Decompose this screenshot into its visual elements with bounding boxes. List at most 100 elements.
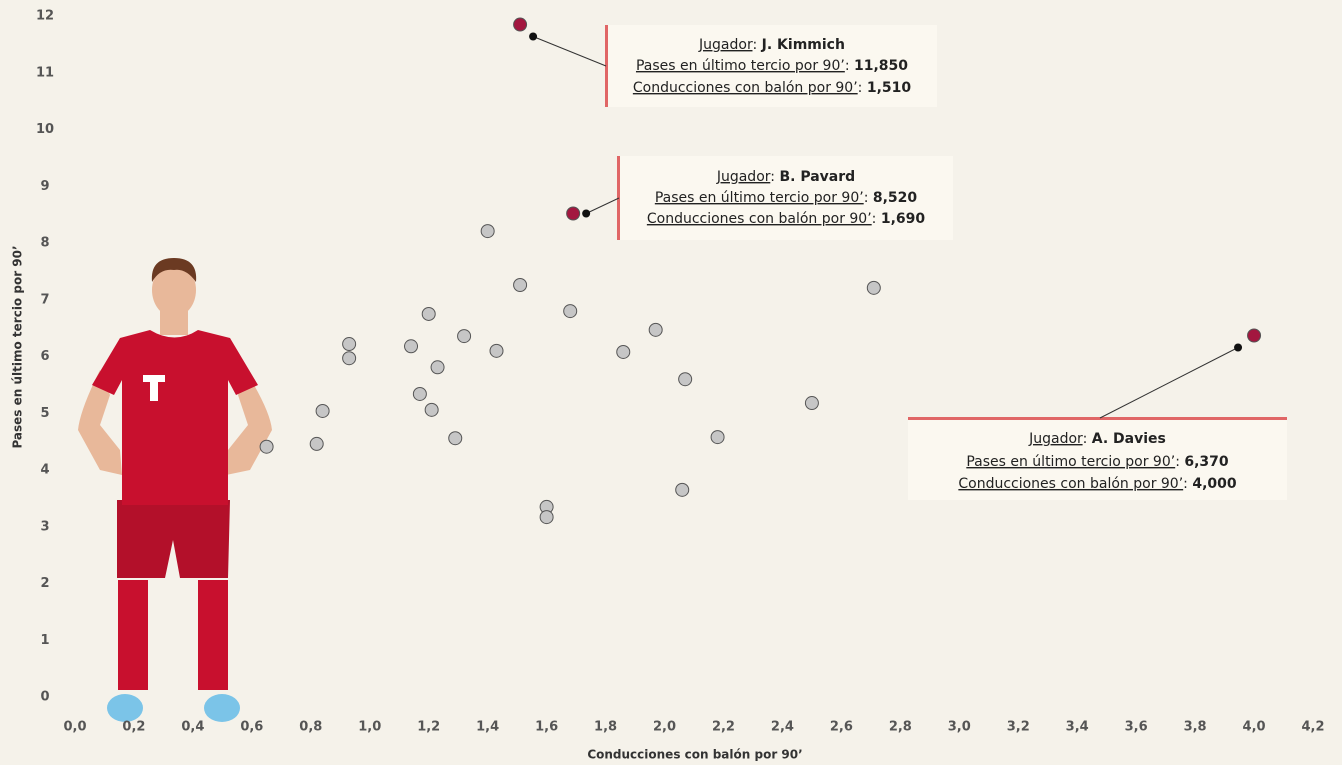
point (480, 224, 495, 239)
leader-dot (582, 209, 591, 218)
y-tick-label: 5 (40, 406, 49, 421)
annotation-separator: : (770, 169, 779, 185)
annotation-key: Conducciones con balón por 90’ (647, 211, 872, 227)
point (710, 430, 725, 445)
annotation-value: 8,520 (873, 190, 918, 206)
annotation-box (908, 418, 1287, 500)
annotation-key: Pases en último tercio por 90’ (655, 190, 864, 206)
annotation-key: Jugador (716, 169, 771, 185)
annotation: Jugador: J. Kimmich Pases en último terci… (529, 25, 937, 107)
annotation-line: Jugador: J. Kimmich (698, 37, 845, 53)
point (678, 372, 693, 387)
x-tick-label: 0,0 (63, 720, 86, 735)
leader-dot (1234, 343, 1243, 352)
annotation-line: Pases en último tercio por 90’: 11,850 (636, 58, 908, 74)
annotation-separator: : (1175, 454, 1184, 470)
y-tick-label: 12 (36, 9, 54, 24)
leader-dot (529, 32, 538, 41)
annotation-separator: : (1183, 476, 1192, 492)
x-tick-label: 0,6 (240, 720, 263, 735)
y-tick-label: 4 (40, 463, 49, 478)
annotation-separator: : (752, 37, 761, 53)
point (424, 402, 439, 417)
point (866, 280, 881, 295)
annotation-key: Pases en último tercio por 90’ (966, 454, 1175, 470)
x-tick-label: 3,4 (1066, 720, 1089, 735)
x-tick-label: 2,6 (830, 720, 853, 735)
point (315, 403, 330, 418)
annotation-key: Conducciones con balón por 90’ (958, 476, 1183, 492)
x-tick-label: 0,2 (122, 720, 145, 735)
y-tick-label: 11 (36, 65, 54, 80)
annotation-value: 4,000 (1192, 476, 1237, 492)
annotation-value: A. Davies (1092, 431, 1166, 447)
annotation-bar (908, 417, 1287, 420)
leader-line (585, 197, 620, 214)
annotation-line: Conducciones con balón por 90’: 1,690 (647, 211, 926, 227)
annotation-line: Pases en último tercio por 90’: 8,520 (655, 190, 918, 206)
y-tick-label: 6 (40, 349, 49, 364)
y-tick-label: 2 (40, 576, 49, 591)
point (616, 344, 631, 359)
point (259, 439, 274, 454)
annotation-key: Jugador (1028, 431, 1083, 447)
point (563, 304, 578, 319)
annotation-box (619, 156, 953, 240)
annotation-separator: : (872, 211, 881, 227)
annotation-value: J. Kimmich (761, 37, 845, 53)
x-tick-label: 3,8 (1184, 720, 1207, 735)
x-tick-label: 4,2 (1301, 720, 1324, 735)
point (804, 396, 819, 411)
annotation-key: Conducciones con balón por 90’ (633, 80, 858, 96)
highlight-point (566, 206, 581, 221)
leader-line (532, 36, 607, 67)
point (342, 337, 357, 352)
x-tick-label: 1,8 (594, 720, 617, 735)
point (489, 343, 504, 358)
annotation: Jugador: B. Pavard Pases en último tercio… (582, 156, 953, 240)
annotation-line: Jugador: A. Davies (1028, 431, 1166, 447)
annotation-value: 1,690 (881, 211, 926, 227)
point (404, 339, 419, 354)
point (430, 360, 445, 375)
point (513, 277, 528, 292)
highlight-point (1247, 328, 1262, 343)
y-tick-label: 3 (40, 519, 49, 534)
player-photo (78, 258, 272, 722)
y-tick-label: 1 (40, 633, 49, 648)
x-tick-label: 2,2 (712, 720, 735, 735)
annotation: Jugador: A. Davies Pases en último tercio… (908, 343, 1287, 500)
point (675, 482, 690, 497)
x-tick-label: 2,8 (889, 720, 912, 735)
x-tick-label: 0,8 (299, 720, 322, 735)
annotation-separator: : (864, 190, 873, 206)
x-axis-title: Conducciones con balón por 90’ (587, 748, 802, 762)
annotation-key: Jugador (698, 37, 753, 53)
x-tick-label: 3,2 (1007, 720, 1030, 735)
x-tick-label: 3,6 (1125, 720, 1148, 735)
x-tick-label: 1,0 (358, 720, 381, 735)
annotation-box (607, 25, 937, 107)
annotation-value: 1,510 (867, 80, 912, 96)
highlight-point (513, 17, 528, 32)
y-axis-title: Pases en último tercio por 90’ (11, 245, 25, 448)
annotation-key: Pases en último tercio por 90’ (636, 58, 845, 74)
x-tick-label: 1,4 (476, 720, 499, 735)
y-tick-label: 7 (40, 292, 49, 307)
leader-line (1099, 347, 1239, 419)
x-tick-label: 2,0 (653, 720, 676, 735)
point (412, 386, 427, 401)
x-tick-label: 4,0 (1243, 720, 1266, 735)
x-tick-label: 0,4 (181, 720, 204, 735)
point (309, 436, 324, 451)
annotation-line: Jugador: B. Pavard (716, 169, 855, 185)
annotation-line: Pases en último tercio por 90’: 6,370 (966, 454, 1229, 470)
annotation-separator: : (1083, 431, 1092, 447)
x-tick-label: 2,4 (771, 720, 794, 735)
point (648, 322, 663, 337)
y-tick-label: 0 (40, 690, 49, 705)
y-tick-label: 8 (40, 236, 49, 251)
annotation-separator: : (858, 80, 867, 96)
x-tick-label: 1,2 (417, 720, 440, 735)
